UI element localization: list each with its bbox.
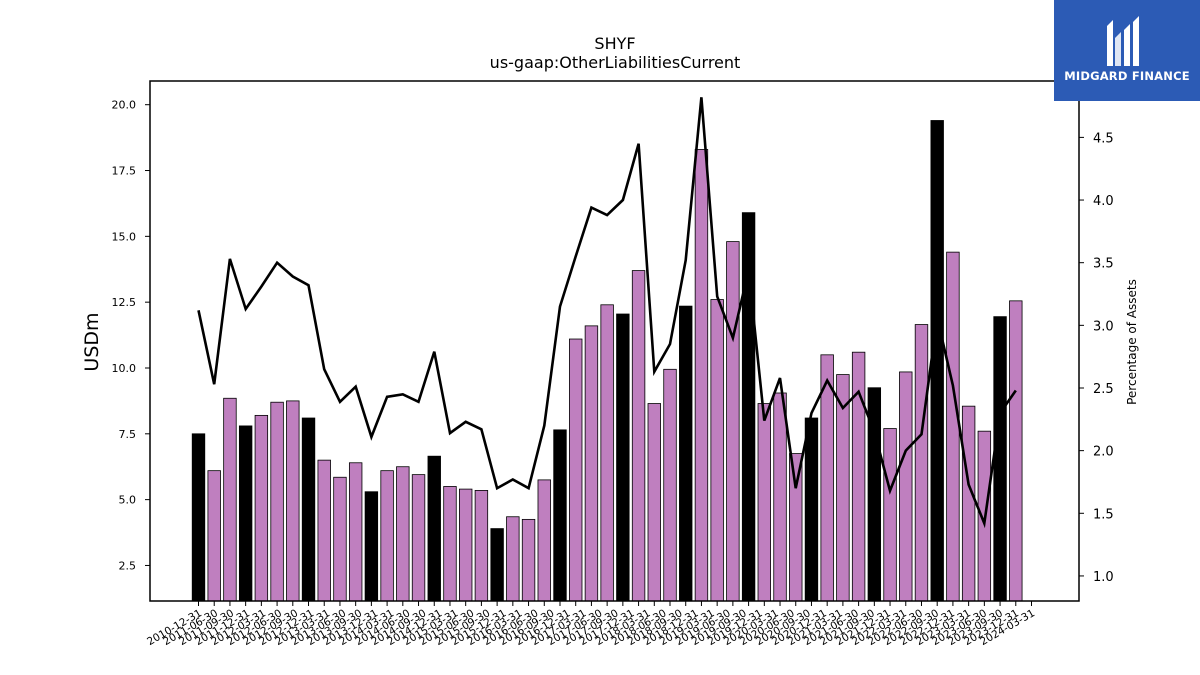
y2-tick-label: 1.5 bbox=[1093, 507, 1114, 522]
bar-2020-09-30 bbox=[804, 417, 819, 602]
bar-2023-09-30 bbox=[993, 316, 1007, 602]
bar-2012-12-31 bbox=[317, 459, 331, 602]
bar-2016-12-31 bbox=[569, 338, 583, 602]
y-tick-label: 17.5 bbox=[112, 165, 137, 178]
y2-axis-label: Percentage of Assets bbox=[1125, 279, 1139, 405]
y-tick-label: 2.5 bbox=[119, 559, 137, 572]
y2-tick-label: 2.5 bbox=[1093, 382, 1114, 397]
bar-2012-03-31 bbox=[270, 401, 284, 602]
y2-tick-label: 4.5 bbox=[1093, 131, 1114, 146]
bar-2022-03-31 bbox=[899, 371, 913, 602]
y-tick-label: 7.5 bbox=[119, 428, 137, 441]
y2-tick-label: 1.0 bbox=[1093, 570, 1114, 585]
chart-title: SHYF bbox=[594, 34, 635, 53]
y-tick-label: 20.0 bbox=[112, 99, 137, 112]
bar-2019-12-31 bbox=[757, 403, 771, 602]
midgard-finance-logo: MIDGARD FINANCE bbox=[1054, 0, 1200, 101]
bar-2014-06-30 bbox=[411, 474, 426, 602]
bar-2019-03-31 bbox=[710, 299, 724, 602]
bar-2022-09-30 bbox=[930, 120, 944, 602]
bar-2015-09-30 bbox=[490, 528, 504, 602]
bar-2015-03-31 bbox=[459, 488, 473, 602]
bar-2011-03-31 bbox=[207, 470, 221, 602]
bar-2019-06-30 bbox=[726, 241, 740, 602]
bar-2022-06-30 bbox=[914, 324, 929, 602]
logo-text: MIDGARD FINANCE bbox=[1064, 69, 1190, 83]
bar-2017-06-30 bbox=[600, 304, 614, 602]
bar-2016-09-30 bbox=[553, 429, 567, 602]
bar-2021-06-30 bbox=[851, 351, 866, 602]
bar-2014-12-31 bbox=[443, 486, 457, 602]
bar-2020-06-30 bbox=[789, 453, 803, 602]
bar-2017-12-31 bbox=[631, 270, 646, 602]
percentage-line-layer bbox=[197, 97, 1017, 529]
bar-2010-12-31 bbox=[191, 433, 206, 602]
bar-2015-12-31 bbox=[506, 516, 520, 602]
bar-2014-03-31 bbox=[396, 466, 410, 602]
bar-2012-09-30 bbox=[301, 417, 316, 602]
y-tick-label: 5.0 bbox=[119, 494, 137, 507]
bar-2017-03-31 bbox=[584, 325, 599, 602]
y2-tick-label: 3.0 bbox=[1093, 319, 1114, 334]
logo-mark-icon bbox=[1107, 16, 1139, 66]
bar-2016-03-31 bbox=[521, 518, 536, 602]
plot-frame bbox=[149, 80, 1080, 602]
y-axis-label: USDm bbox=[81, 312, 103, 371]
bar-2016-06-30 bbox=[537, 479, 551, 602]
y2-tick-label: 2.0 bbox=[1093, 445, 1114, 460]
y-tick-label: 12.5 bbox=[112, 296, 137, 309]
chart-subtitle: us-gaap:OtherLiabilitiesCurrent bbox=[490, 53, 741, 72]
bar-2023-03-31 bbox=[961, 405, 976, 602]
bar-2014-09-30 bbox=[427, 455, 441, 602]
bar-2011-12-31 bbox=[254, 414, 269, 602]
bar-2018-12-31 bbox=[694, 149, 709, 602]
bar-2013-03-31 bbox=[333, 476, 347, 602]
bar-2020-03-31 bbox=[773, 392, 787, 602]
y-tick-label: 10.0 bbox=[112, 362, 137, 375]
bar-2022-12-31 bbox=[946, 251, 960, 602]
bar-2013-09-30 bbox=[364, 491, 379, 602]
bar-2018-03-31 bbox=[647, 403, 661, 602]
bar-2011-06-30 bbox=[223, 397, 237, 602]
bar-2018-09-30 bbox=[679, 305, 693, 602]
bar-2015-06-30 bbox=[474, 490, 489, 602]
y-tick-label: 15.0 bbox=[112, 230, 137, 243]
bar-2017-09-30 bbox=[616, 313, 630, 602]
bar-2011-09-30 bbox=[238, 425, 253, 602]
y2-tick-label: 3.5 bbox=[1093, 257, 1114, 272]
chart-titles: SHYF us-gaap:OtherLiabilitiesCurrent bbox=[490, 34, 741, 72]
axes-layer: 2.5 5.0 7.5 10.0 12.5 15.0 17.5 20.0 1.0 1.5 2.0 2.… bbox=[112, 99, 1114, 648]
bar-2023-12-31 bbox=[1009, 300, 1023, 602]
bar-2018-06-30 bbox=[663, 368, 677, 602]
bar-2013-12-31 bbox=[380, 470, 394, 602]
bars-layer bbox=[191, 120, 1023, 602]
bar-2013-06-30 bbox=[348, 462, 363, 602]
y2-tick-label: 4.0 bbox=[1093, 194, 1114, 209]
bar-2012-06-30 bbox=[286, 400, 300, 602]
percentage-of-assets-line bbox=[197, 97, 1017, 529]
bar-2021-12-31 bbox=[883, 428, 897, 602]
